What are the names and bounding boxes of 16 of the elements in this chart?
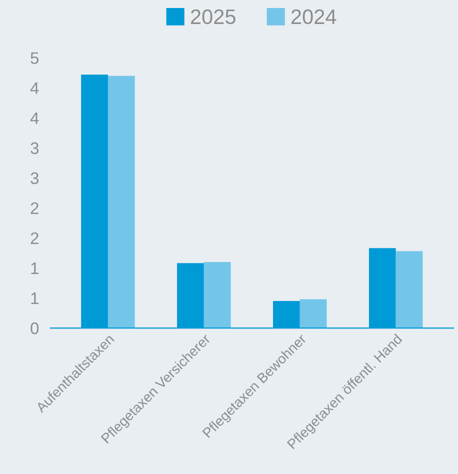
y-tick-label: 2	[30, 232, 38, 244]
y-tick-label: 1	[31, 262, 38, 274]
legend-label: 2025	[190, 9, 236, 24]
y-tick-label: 3	[30, 172, 39, 184]
bar	[300, 299, 327, 328]
bar	[396, 251, 423, 328]
y-tick-label: 2	[30, 202, 38, 214]
legend-label: 2024	[291, 9, 336, 24]
y-tick-label: 4	[30, 112, 39, 124]
y-tick-label: 4	[30, 82, 39, 94]
y-tick-label: 0	[30, 322, 39, 334]
bar	[108, 76, 135, 328]
y-tick-label: 3	[30, 142, 39, 154]
y-tick-label: 5	[30, 52, 39, 64]
y-tick-label: 1	[31, 292, 38, 304]
bar	[204, 262, 231, 328]
